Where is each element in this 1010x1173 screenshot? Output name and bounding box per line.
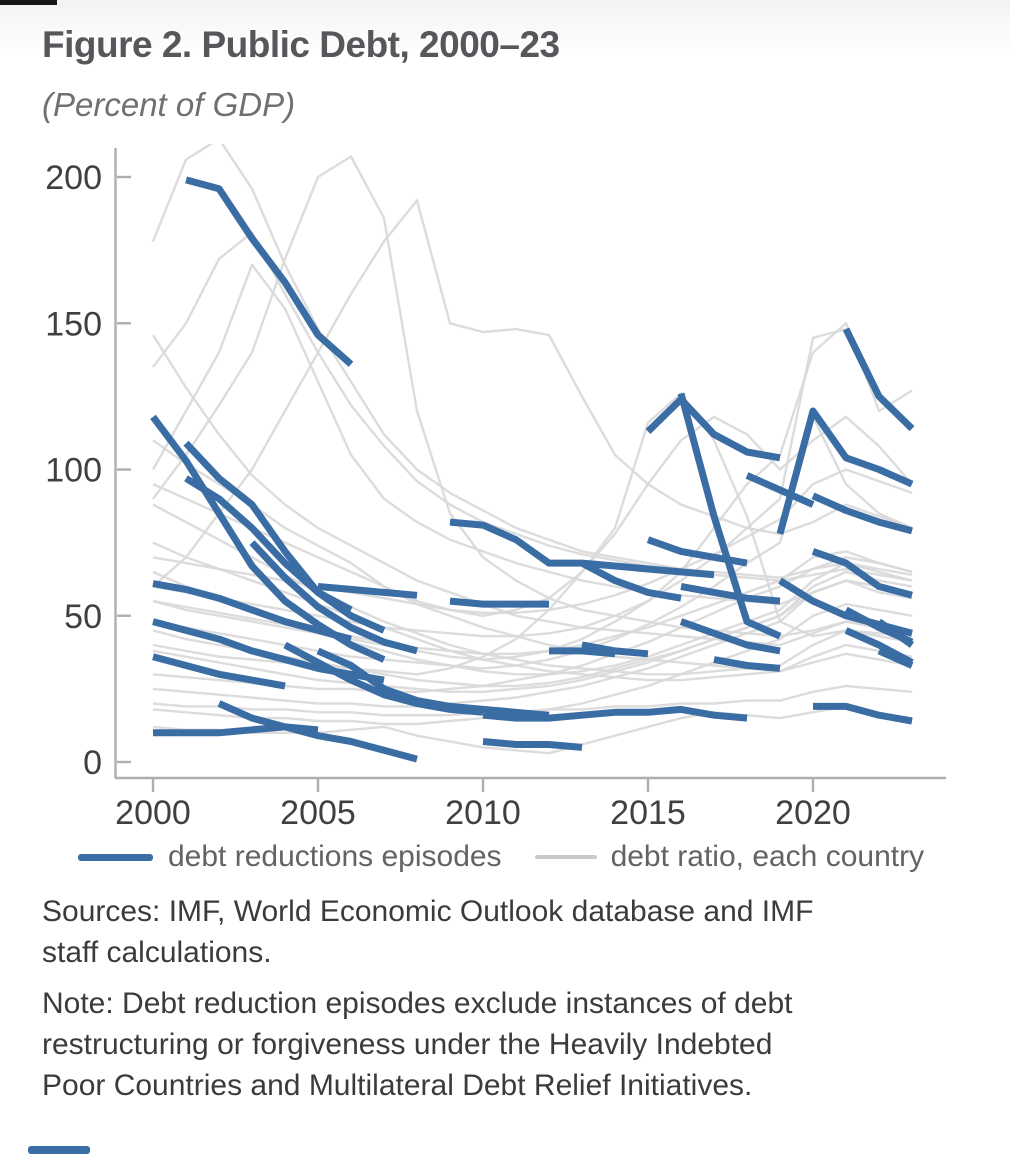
chart-legend: debt reductions episodes debt ratio, eac…: [78, 840, 978, 874]
note-line-3: Poor Countries and Multilateral Debt Rel…: [42, 1069, 753, 1102]
svg-text:50: 50: [64, 598, 102, 636]
legend-episodes-label: debt reductions episodes: [168, 840, 502, 873]
svg-text:100: 100: [45, 452, 102, 490]
svg-text:2000: 2000: [115, 794, 191, 830]
note-line-2: restructuring or forgiveness under the H…: [42, 1028, 773, 1061]
sources-line-1: Sources: IMF, World Economic Outlook dat…: [42, 895, 814, 928]
page-top-edge-bar: [0, 0, 57, 5]
public-debt-line-chart: 0 50 100 150 200 2000 2005 2010 2015 2020: [45, 144, 946, 830]
page-bottom-edge-bar: [28, 1146, 90, 1154]
note-text: Note: Debt reduction episodes exclude in…: [42, 983, 792, 1106]
svg-text:2020: 2020: [775, 794, 851, 830]
legend-countries-line-swatch: [534, 855, 597, 859]
sources-line-2: staff calculations.: [42, 936, 272, 969]
sources-text: Sources: IMF, World Economic Outlook dat…: [42, 891, 813, 973]
svg-text:150: 150: [45, 305, 102, 343]
legend-countries-label: debt ratio, each country: [610, 840, 925, 873]
note-line-1: Note: Debt reduction episodes exclude in…: [42, 987, 793, 1020]
svg-text:2010: 2010: [445, 794, 521, 830]
svg-text:200: 200: [45, 159, 102, 197]
figure-title: Figure 2. Public Debt, 2000–23: [42, 24, 560, 65]
svg-text:2015: 2015: [610, 794, 686, 830]
legend-episodes-line-swatch: [78, 853, 153, 861]
svg-text:2005: 2005: [280, 794, 356, 830]
figure-subtitle: (Percent of GDP): [42, 86, 296, 123]
svg-text:0: 0: [83, 744, 102, 782]
